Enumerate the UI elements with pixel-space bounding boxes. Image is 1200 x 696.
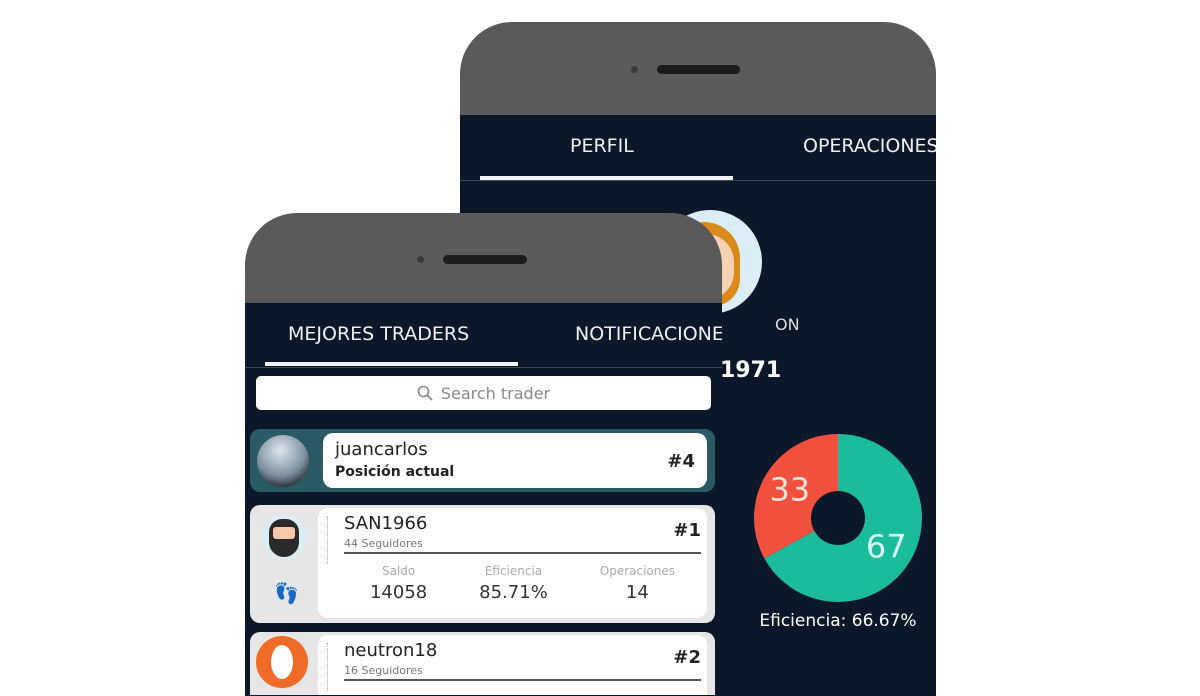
- donut-slice-0: [754, 434, 838, 559]
- avatar: [262, 515, 306, 559]
- speaker-icon: [657, 65, 740, 74]
- tab-perfil[interactable]: PERFIL: [570, 135, 634, 157]
- avatar: [256, 636, 308, 688]
- active-tab-indicator: [480, 176, 733, 180]
- tab-notificaciones[interactable]: NOTIFICACIONES: [575, 323, 722, 345]
- avatar-caption: ON: [775, 315, 800, 334]
- search-input[interactable]: Search trader: [256, 376, 711, 410]
- active-tab-indicator: [265, 362, 518, 366]
- stat-value: 14058: [369, 582, 428, 603]
- stat-label: Operaciones: [599, 564, 675, 578]
- efficiency-donut-chart: 33 67: [754, 434, 922, 602]
- timeline-dots-icon: [327, 643, 335, 691]
- trader-name: SAN1966: [344, 513, 428, 534]
- stat-label: Eficiencia: [484, 564, 543, 578]
- stat-value: 14: [625, 582, 649, 603]
- trader-rank: #1: [673, 520, 701, 541]
- donut-label: 67: [866, 528, 907, 566]
- timeline-dots-icon: [327, 516, 335, 564]
- front-phone: MEJORES TRADERS NOTIFICACIONES Search tr…: [245, 213, 722, 696]
- search-icon: [417, 385, 433, 401]
- current-user-card[interactable]: juancarlos Posición actual #4: [250, 429, 715, 492]
- efficiency-caption: Eficiencia: 66.67%: [759, 611, 917, 631]
- donut-label: 33: [769, 470, 810, 508]
- avatar: [257, 435, 309, 487]
- trader-followers: 16 Seguidores: [344, 664, 423, 677]
- donut-slice-1: [764, 434, 922, 602]
- trader-name: neutron18: [344, 640, 438, 661]
- camera-icon: [417, 256, 424, 263]
- trader-card[interactable]: neutron18 16 Seguidores #2: [250, 632, 715, 695]
- current-user-name: juancarlos: [335, 439, 428, 460]
- camera-icon: [631, 66, 638, 73]
- speaker-icon: [443, 255, 527, 264]
- stat-value: 85.71%: [479, 582, 548, 603]
- current-user-rank: #4: [667, 451, 695, 472]
- search-placeholder: Search trader: [440, 383, 551, 403]
- tab-mejores-traders[interactable]: MEJORES TRADERS: [288, 323, 470, 345]
- trader-rank: #2: [673, 647, 701, 668]
- current-user-subtitle: Posición actual: [335, 464, 455, 480]
- profile-year: 1971: [720, 358, 782, 383]
- tab-operaciones[interactable]: OPERACIONES: [803, 135, 936, 157]
- follow-footprint-icon[interactable]: 👣: [274, 581, 299, 605]
- trader-followers: 44 Seguidores: [344, 537, 423, 550]
- trader-card[interactable]: 👣 SAN1966 44 Seguidores #1 Saldo 14058 Ef…: [250, 505, 715, 623]
- stat-label: Saldo: [381, 564, 416, 578]
